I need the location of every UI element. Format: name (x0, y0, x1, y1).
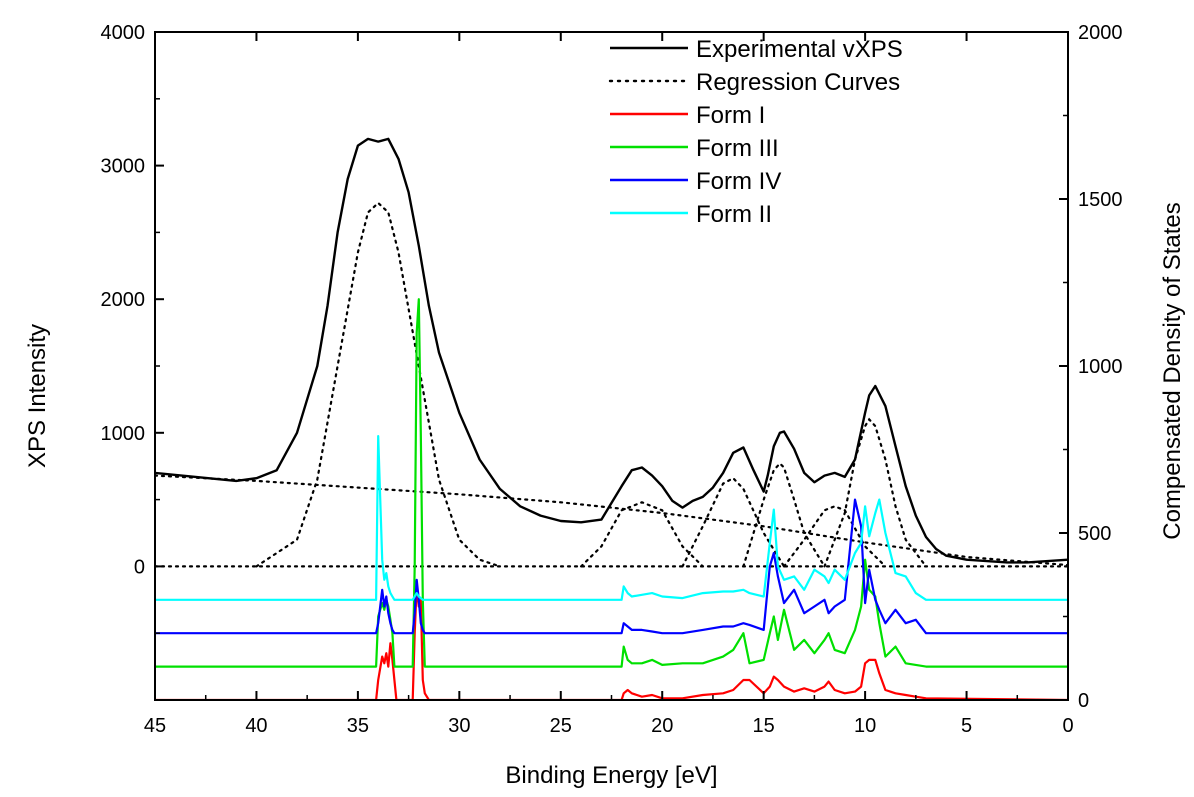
x-tick-label: 45 (144, 715, 166, 737)
regression-curve-7 (823, 417, 928, 568)
y-left-tick-label: 4000 (101, 22, 146, 44)
x-tick-label: 35 (347, 715, 369, 737)
legend-label-form-i: Form I (696, 102, 765, 129)
series-form-ii (155, 435, 1068, 601)
y-right-tick-label: 1500 (1078, 189, 1123, 211)
series-form-i (155, 585, 1068, 700)
regression-curve-3 (580, 501, 704, 568)
x-tick-label: 0 (1062, 715, 1073, 737)
y-axis-title-right: Compensated Density of States (1159, 202, 1186, 540)
series-form-iv (155, 498, 1068, 635)
y-right-tick-label: 1000 (1078, 356, 1123, 378)
y-left-tick-label: 0 (134, 556, 145, 578)
regression-curve-2 (255, 201, 501, 568)
x-tick-label: 5 (961, 715, 972, 737)
y-left-tick-label: 2000 (101, 289, 146, 311)
axes: 45 40 35 30 25 20 15 10 5 00100020003000400005001… (101, 22, 1123, 737)
x-tick-label: 20 (651, 715, 673, 737)
x-tick-label: 15 (753, 715, 775, 737)
y-right-tick-label: 0 (1078, 690, 1089, 712)
series-form-iii (155, 298, 1068, 668)
x-tick-label: 40 (245, 715, 267, 737)
legend-label-regression-curves: Regression Curves (696, 69, 900, 96)
y-axis-title-left: XPS Intensity (24, 324, 51, 468)
regression-curve-5 (742, 461, 826, 568)
x-tick-label: 30 (448, 715, 470, 737)
legend-label-form-iv: Form IV (696, 168, 781, 195)
plot-area (155, 137, 1068, 700)
y-right-tick-label: 500 (1078, 523, 1111, 545)
legend-label-experimental-vxps: Experimental vXPS (696, 36, 903, 63)
legend: Experimental vXPS Regression Curves Form I… (608, 36, 903, 228)
y-left-tick-label: 1000 (101, 423, 146, 445)
legend-label-form-ii: Form II (696, 201, 772, 228)
regression-curve-4 (681, 476, 786, 568)
y-right-tick-label: 2000 (1078, 22, 1123, 44)
series-experimental-vxps (155, 137, 1068, 564)
regression-curve-1 (155, 474, 1068, 567)
x-axis-title: Binding Energy [eV] (505, 762, 717, 789)
regression-curve-6 (782, 505, 887, 568)
legend-label-form-iii: Form III (696, 135, 779, 162)
x-tick-label: 10 (854, 715, 876, 737)
y-left-tick-label: 3000 (101, 156, 146, 178)
x-tick-label: 25 (550, 715, 572, 737)
